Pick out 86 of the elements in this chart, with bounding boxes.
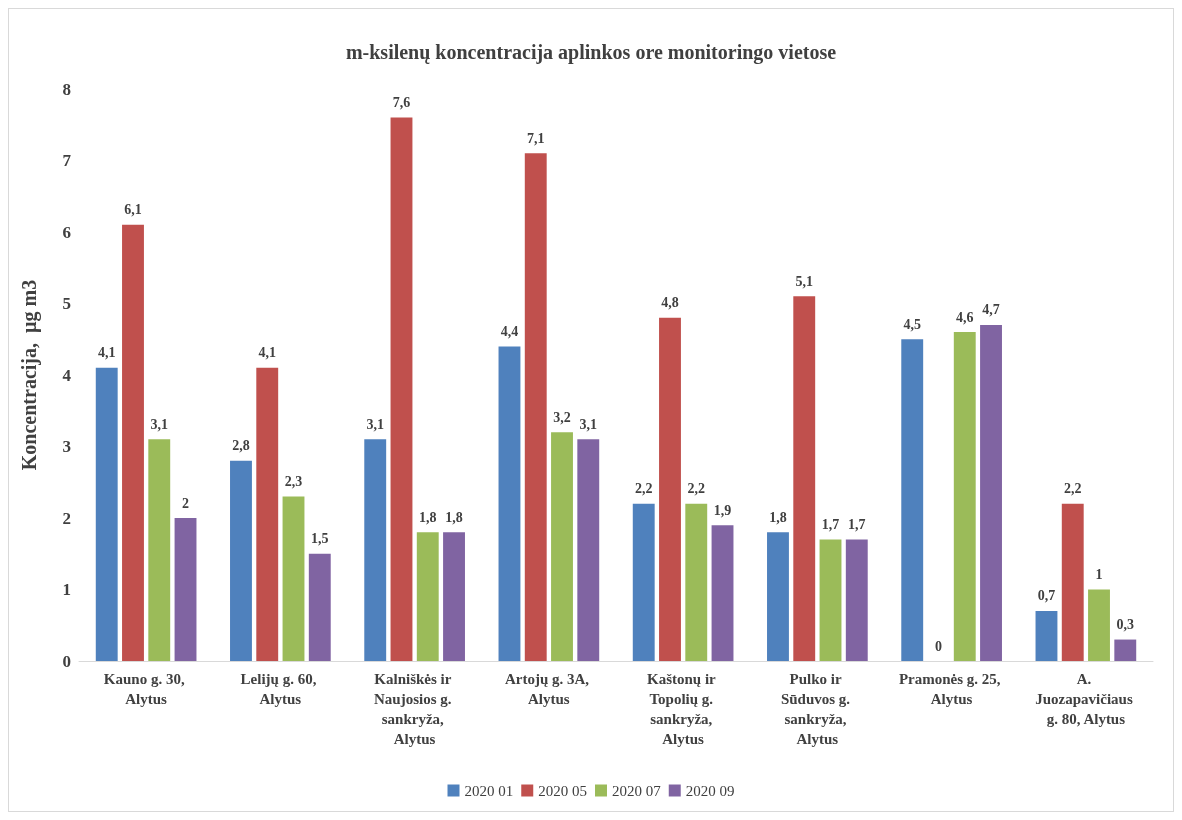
bar — [980, 324, 1002, 661]
bar — [1114, 639, 1137, 661]
y-tick-label: 5 — [62, 294, 71, 313]
data-label: 4,1 — [258, 345, 276, 361]
x-tick-label: Pulko ir Sūduvos g. sankryža, Alytus — [780, 671, 854, 747]
bar — [632, 503, 655, 661]
y-tick-label: 2 — [62, 508, 71, 528]
data-label: 2,2 — [634, 481, 653, 497]
bar — [524, 153, 547, 661]
y-tick-label: 6 — [62, 222, 71, 242]
bar — [1035, 610, 1058, 661]
bar — [711, 525, 734, 661]
data-label: 2,2 — [687, 481, 706, 497]
bar — [767, 532, 789, 661]
data-label: 4,7 — [982, 302, 1000, 318]
bar — [1061, 503, 1084, 661]
x-tick-label: Kaštonų ir Topolių g. sankryža, Alytus — [647, 671, 720, 747]
x-tick-label: A. Juozapavičiaus g. 80, Alytus — [1035, 671, 1137, 727]
data-label: 1,7 — [821, 516, 840, 532]
y-tick-label: 1 — [62, 580, 71, 599]
bar — [308, 553, 331, 661]
bar — [551, 432, 573, 661]
bar — [685, 503, 708, 661]
bar — [819, 539, 842, 661]
data-label: 3,2 — [553, 409, 571, 425]
x-tick-label: Artojų g. 3A, Alytus — [504, 671, 593, 707]
data-label: 1,8 — [419, 509, 437, 525]
bar — [174, 518, 197, 661]
data-label: 0 — [934, 638, 942, 654]
data-label: 7,1 — [526, 130, 545, 146]
data-label: 3,1 — [366, 416, 384, 432]
bar — [793, 296, 816, 661]
y-tick-label: 0 — [62, 651, 71, 671]
bar — [953, 332, 976, 661]
data-label: 0,3 — [1116, 617, 1135, 633]
x-tick-label: Lelijų g. 60, Alytus — [240, 671, 321, 707]
bar — [364, 439, 387, 661]
legend-label: 2020 05 — [538, 782, 587, 799]
bar — [122, 224, 144, 661]
legend-label: 2020 07 — [612, 782, 662, 799]
data-label: 3,1 — [579, 416, 598, 432]
data-label: 1,8 — [769, 509, 787, 525]
data-label: 2,2 — [1063, 481, 1082, 497]
chart-title: m-ksilenų koncentracija aplinkos ore monitoringo vietose — [345, 41, 837, 64]
y-tick-label: 8 — [62, 79, 71, 99]
bar — [282, 496, 305, 661]
data-label: 1,7 — [848, 516, 866, 532]
data-label: 0,7 — [1037, 588, 1056, 604]
bar — [148, 439, 171, 661]
bar — [901, 339, 924, 661]
data-label: 5,1 — [795, 273, 813, 289]
bar — [390, 117, 413, 661]
data-label: 6,1 — [124, 202, 142, 218]
bar — [416, 532, 439, 661]
bar — [230, 460, 252, 661]
data-label: 2,3 — [284, 474, 303, 490]
data-label: 4,5 — [903, 316, 921, 332]
x-tick-label: Kalniškės ir Naujosios g. sankryža, Alytus — [373, 671, 456, 747]
data-label: 4,4 — [500, 323, 519, 339]
y-tick-label: 7 — [62, 151, 72, 170]
y-tick-label: 4 — [62, 365, 72, 385]
bar — [95, 367, 118, 661]
bar — [498, 346, 521, 661]
bar — [1088, 589, 1110, 661]
legend-label: 2020 01 — [464, 782, 514, 799]
data-label: 4,8 — [661, 295, 679, 311]
bar — [256, 367, 279, 661]
y-tick-label: 3 — [62, 437, 71, 456]
data-label: 1,9 — [713, 502, 732, 518]
data-label: 2 — [182, 495, 190, 511]
bar — [659, 317, 681, 661]
data-label: 4,1 — [97, 345, 116, 361]
data-label: 1 — [1095, 567, 1103, 582]
y-axis-title: Koncentracija, µg m3 — [18, 279, 41, 471]
data-label: 4,6 — [956, 309, 974, 325]
legend-label: 2020 09 — [685, 782, 735, 799]
bar — [845, 539, 868, 661]
x-tick-label: Pramonės g. 25, Alytus — [898, 671, 1005, 707]
bar — [577, 439, 600, 661]
data-label: 1,5 — [311, 531, 329, 547]
data-label: 7,6 — [392, 95, 411, 111]
data-label: 2,8 — [232, 438, 250, 454]
data-label: 1,8 — [445, 509, 463, 525]
bar — [443, 532, 465, 661]
x-tick-label: Kauno g. 30, Alytus — [103, 671, 189, 707]
data-label: 3,1 — [150, 416, 169, 432]
